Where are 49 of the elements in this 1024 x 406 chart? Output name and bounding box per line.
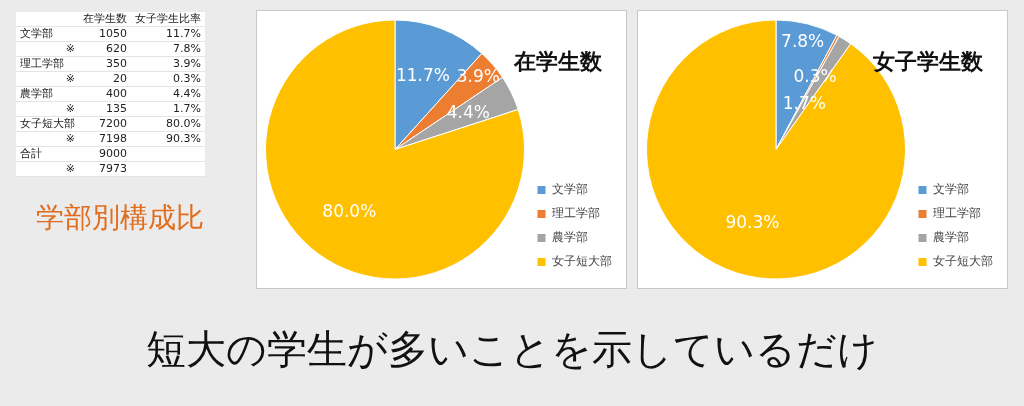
legend-label: 理工学部 xyxy=(552,206,600,221)
legend-label: 理工学部 xyxy=(933,206,981,221)
text: 在学生数 xyxy=(514,48,602,76)
data-label: 0.3% xyxy=(793,66,837,87)
data-label: 11.7% xyxy=(131,26,205,42)
data-label: 80.0% xyxy=(131,116,205,132)
legend-label: 文学部 xyxy=(552,182,588,197)
category-label: 女子短大部 xyxy=(16,116,79,132)
data-label: 80.0% xyxy=(322,200,377,221)
data-label: 1.7% xyxy=(782,92,826,113)
data-label: 1050 xyxy=(79,26,131,42)
legend-label: 女子短大部 xyxy=(933,254,993,269)
data-label: 4.4% xyxy=(131,86,205,102)
category-label: 合計 xyxy=(16,146,79,162)
data-label: 90.3% xyxy=(131,131,205,147)
data-label: 4.4% xyxy=(446,102,490,123)
legend-label: 農学部 xyxy=(552,230,588,245)
data-label: 1.7% xyxy=(131,101,205,117)
text: 女子学生比率 xyxy=(131,12,205,27)
category-label: ※ xyxy=(16,41,79,57)
data-label: 400 xyxy=(79,86,131,102)
legend-label: 女子短大部 xyxy=(552,254,612,269)
legend-label: 農学部 xyxy=(933,230,969,245)
text: 女子学生数 xyxy=(873,48,983,76)
data-label: 3.9% xyxy=(131,56,205,72)
category-label: ※ xyxy=(16,71,79,87)
text: 短大の学生が多いことを示しているだけ xyxy=(145,325,879,374)
text: 学部別構成比 xyxy=(36,200,205,236)
category-label: 理工学部 xyxy=(16,56,79,72)
data-label: 7200 xyxy=(79,116,131,132)
category-label: ※ xyxy=(16,101,79,117)
data-label: 11.7% xyxy=(395,65,450,86)
category-label: 農学部 xyxy=(16,86,79,102)
category-label: ※ xyxy=(16,161,79,177)
data-label: 90.3% xyxy=(725,211,780,232)
data-label: 620 xyxy=(79,41,131,57)
data-label: 9000 xyxy=(79,146,131,162)
category-label: 文学部 xyxy=(16,26,79,42)
data-label: 135 xyxy=(79,101,131,117)
data-label: 7973 xyxy=(79,161,131,177)
data-label: 7.8% xyxy=(131,41,205,57)
data-label: 7.8% xyxy=(781,31,825,52)
category-label: ※ xyxy=(16,131,79,147)
data-label: 350 xyxy=(79,56,131,72)
legend-label: 文学部 xyxy=(933,182,969,197)
data-label: 7198 xyxy=(79,131,131,147)
series-label: 在学生数 xyxy=(79,12,131,27)
data-label: 0.3% xyxy=(131,71,205,87)
data-label: 20 xyxy=(79,71,131,87)
